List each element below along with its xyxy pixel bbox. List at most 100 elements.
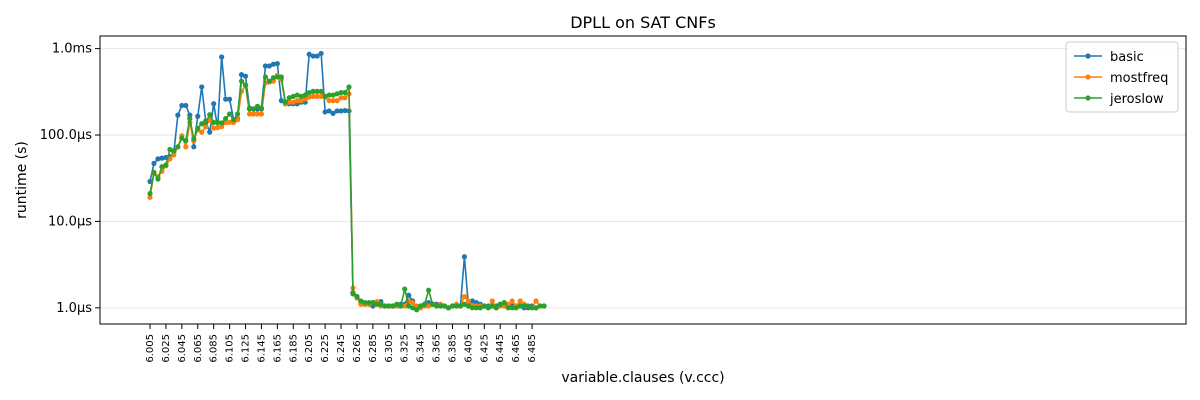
data-point (155, 176, 161, 182)
data-point (537, 303, 543, 309)
data-point (262, 74, 269, 80)
data-point (286, 99, 292, 105)
data-point (310, 93, 316, 99)
data-point (382, 303, 388, 309)
data-point (250, 106, 257, 112)
legend-label-jeroslow: jeroslow (1109, 92, 1164, 107)
y-tick-label: 1.0ms (52, 42, 92, 57)
data-point (414, 307, 420, 313)
data-point (465, 303, 471, 309)
x-tick-label: 6.125 (241, 334, 252, 363)
x-axis-label: variable.clauses (v.ccc) (561, 370, 724, 386)
data-point (386, 303, 392, 309)
data-point (402, 286, 408, 292)
legend-label-mostfreq: mostfreq (1110, 71, 1168, 86)
data-point (334, 108, 340, 114)
data-point (533, 298, 539, 304)
data-point (517, 298, 523, 304)
data-point (274, 61, 280, 67)
data-point (342, 95, 348, 101)
data-point (437, 303, 444, 309)
x-tick-label: 6.365 (432, 334, 443, 363)
data-point (485, 305, 491, 311)
data-point (151, 169, 157, 175)
data-point (191, 136, 197, 142)
data-point (219, 120, 225, 126)
data-point (179, 135, 185, 141)
data-point (211, 119, 217, 126)
data-point (426, 287, 432, 293)
legend: basic mostfreq jeroslow (1065, 41, 1179, 113)
data-point (155, 156, 161, 162)
data-point (402, 303, 408, 309)
data-point (203, 119, 209, 126)
data-point (215, 124, 221, 131)
x-tick-label: 6.345 (416, 334, 427, 363)
data-point (250, 111, 257, 117)
data-point (302, 92, 308, 98)
data-point (326, 108, 332, 114)
data-point (410, 305, 416, 311)
x-tick-label: 6.085 (209, 334, 220, 363)
data-point (246, 106, 253, 112)
x-tick-label: 6.465 (511, 334, 522, 363)
data-point (254, 103, 261, 109)
data-point (342, 89, 348, 96)
data-point (195, 125, 201, 131)
x-tick-label: 6.225 (320, 334, 331, 363)
series-layer (147, 50, 547, 313)
data-point (294, 92, 300, 98)
data-point (306, 89, 312, 96)
data-point (227, 96, 233, 102)
data-point (246, 111, 253, 117)
x-tick-label: 6.385 (447, 334, 458, 363)
data-point (449, 303, 456, 309)
data-point (326, 92, 332, 98)
data-point (330, 110, 336, 116)
data-point (211, 101, 217, 107)
data-point (306, 94, 312, 100)
data-point (513, 305, 519, 311)
x-tick-label: 6.165 (272, 334, 283, 363)
data-point (203, 124, 209, 130)
data-point (338, 89, 344, 96)
data-point (350, 291, 356, 297)
data-point (238, 72, 245, 78)
data-point (505, 305, 511, 311)
data-point (207, 112, 213, 118)
data-point (426, 303, 432, 309)
data-point (457, 303, 464, 309)
data-point (418, 303, 424, 309)
data-point (501, 299, 507, 306)
data-point (171, 148, 177, 154)
data-point (314, 93, 320, 99)
legend-marker-jeroslow (1085, 95, 1091, 101)
y-tick-label: 100.0µs (40, 128, 92, 143)
data-point (266, 63, 272, 69)
data-point (254, 111, 261, 117)
data-point (322, 93, 328, 99)
data-point (314, 88, 320, 94)
data-point (234, 117, 241, 123)
series-mostfreq (147, 72, 547, 311)
data-point (175, 112, 181, 118)
data-point (207, 129, 213, 135)
data-point (163, 162, 169, 168)
data-point (469, 298, 475, 304)
data-point (302, 96, 308, 102)
chart-title: DPLL on SAT CNFs (570, 13, 716, 32)
data-point (234, 111, 241, 117)
data-point (199, 84, 205, 90)
data-point (298, 93, 304, 99)
data-point (461, 254, 468, 260)
data-point (147, 194, 153, 200)
data-point (159, 164, 165, 170)
data-point (223, 115, 229, 122)
data-point (366, 299, 372, 306)
data-point (274, 74, 280, 80)
data-point (147, 190, 153, 197)
x-tick-label: 6.145 (256, 334, 267, 363)
data-point (159, 155, 165, 161)
y-axis-label: runtime (s) (14, 141, 30, 219)
data-point (489, 303, 495, 309)
